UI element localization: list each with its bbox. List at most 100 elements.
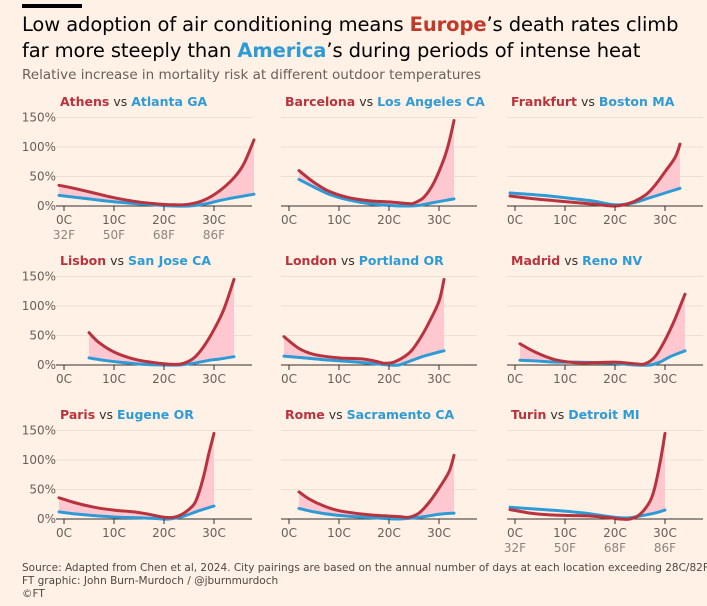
x-tick-label-f: 32F <box>53 228 75 242</box>
series-line-europe <box>297 453 456 519</box>
x-tick-label-c: 30C <box>427 526 451 540</box>
x-tick-label-c: 0C <box>56 213 72 227</box>
title-text-1: Low adoption of air conditioning means <box>22 13 410 36</box>
x-tick-label-c: 20C <box>377 372 401 386</box>
series-line-europe <box>87 277 236 366</box>
x-tick-label-c: 0C <box>281 526 297 540</box>
chart-panel-frankfurt: Frankfurt vs Boston MA 0C 10C 20C 30C <box>507 94 703 227</box>
x-tick-label-c: 0C <box>281 372 297 386</box>
y-tick-label: 150% <box>22 111 56 125</box>
gap-fill <box>299 455 454 519</box>
source-note: Source: Adapted from Chen et al, 2024. C… <box>22 562 707 574</box>
panel-america-city: Los Angeles CA <box>377 94 485 109</box>
panel-europe-city: London <box>285 253 337 268</box>
panel-title: London vs Portland OR <box>285 253 444 268</box>
series-line-europe <box>508 431 667 521</box>
panel-title: Frankfurt vs Boston MA <box>511 94 675 109</box>
y-tick-label: 0% <box>37 358 56 372</box>
y-tick-label: 150% <box>22 270 56 284</box>
y-tick-label: 100% <box>22 299 56 313</box>
x-tick-label-c: 20C <box>603 372 627 386</box>
panel-america-city: Detroit MI <box>568 407 639 422</box>
x-tick-label-c: 0C <box>56 372 72 386</box>
series-line-europe <box>57 431 216 520</box>
gap-fill <box>59 139 254 206</box>
x-tick-label-c: 10C <box>102 526 126 540</box>
x-tick-label-c: 30C <box>202 213 226 227</box>
panel-vs: vs <box>325 407 347 422</box>
gap-fill <box>510 433 665 518</box>
x-tick-label-c: 20C <box>377 213 401 227</box>
panel-vs: vs <box>577 94 599 109</box>
series-line-america <box>508 186 682 207</box>
x-tick-label-f: 50F <box>103 228 125 242</box>
panel-title: Athens vs Atlanta GA <box>60 94 208 109</box>
panel-europe-city: Lisbon <box>60 253 106 268</box>
chart-panel-madrid: Madrid vs Reno NV 0C 10C 20C 30C <box>507 253 703 386</box>
panel-america-city: Sacramento CA <box>347 407 455 422</box>
panel-vs: vs <box>106 253 128 268</box>
gap-fill <box>299 120 454 206</box>
series-line-europe <box>57 138 256 207</box>
series-line-america <box>57 504 216 521</box>
panel-vs: vs <box>355 94 377 109</box>
brand-bar <box>22 4 82 8</box>
credit-note: FT graphic: John Burn-Murdoch / @jburnmu… <box>22 575 279 587</box>
gap-fill <box>89 279 234 365</box>
series-line-america <box>297 177 456 208</box>
panel-title: Madrid vs Reno NV <box>511 253 642 268</box>
panel-europe-city: Paris <box>60 407 95 422</box>
x-tick-label-f: 86F <box>654 541 676 555</box>
y-tick-label: 0% <box>37 512 56 526</box>
panel-title: Barcelona vs Los Angeles CA <box>285 94 485 109</box>
panel-europe-city: Barcelona <box>285 94 355 109</box>
small-multiples-charts: Athens vs Atlanta GA0%50%100%150%0C32F10… <box>22 94 703 555</box>
chart-panel-paris: Paris vs Eugene OR 0% 50% 100% 150% 0C 10C 20C 3… <box>22 407 252 540</box>
panel-europe-city: Athens <box>60 94 109 109</box>
x-tick-label-c: 0C <box>56 526 72 540</box>
x-tick-label-c: 20C <box>152 526 176 540</box>
x-tick-label-c: 10C <box>327 526 351 540</box>
panel-vs: vs <box>560 253 582 268</box>
copyright-note: ©FT <box>22 588 45 600</box>
x-tick-label-c: 30C <box>202 526 226 540</box>
panel-america-city: Atlanta GA <box>131 94 207 109</box>
series-line-europe <box>282 277 446 365</box>
panel-europe-city: Madrid <box>511 253 560 268</box>
title-europe: Europe <box>409 13 487 36</box>
chart-panel-lisbon: Lisbon vs San Jose CA 0% 50% 100% 150% 0C 10C 2… <box>22 253 252 386</box>
x-tick-label-c: 20C <box>152 372 176 386</box>
title-text-2: ’s death rates climb <box>486 13 679 36</box>
x-tick-label-c: 30C <box>427 213 451 227</box>
panel-america-city: Eugene OR <box>117 407 194 422</box>
panel-title: Turin vs Detroit MI <box>511 407 640 422</box>
y-tick-label: 50% <box>29 170 56 184</box>
x-tick-label-c: 10C <box>553 526 577 540</box>
panel-vs: vs <box>337 253 359 268</box>
title-america: America <box>237 39 327 62</box>
series-line-europe <box>518 292 687 366</box>
x-tick-label-c: 0C <box>507 526 523 540</box>
x-tick-label-c: 0C <box>281 213 297 227</box>
footer: Source: Adapted from Chen et al, 2024. C… <box>22 562 707 601</box>
panel-title: Lisbon vs San Jose CA <box>60 253 211 268</box>
panel-america-city: Portland OR <box>359 253 444 268</box>
x-tick-label-c: 30C <box>202 372 226 386</box>
panel-europe-city: Turin <box>511 407 546 422</box>
y-tick-label: 50% <box>29 483 56 497</box>
chart-panel-rome: Rome vs Sacramento CA 0C 10C 20C 30C <box>281 407 477 540</box>
x-tick-label-c: 20C <box>377 526 401 540</box>
x-tick-label-c: 30C <box>653 372 677 386</box>
x-tick-label-c: 20C <box>152 213 176 227</box>
x-tick-label-c: 30C <box>653 213 677 227</box>
panel-vs: vs <box>546 407 568 422</box>
series-line-europe <box>508 142 682 208</box>
chart-title: Low adoption of air conditioning means E… <box>22 12 692 64</box>
panel-america-city: San Jose CA <box>128 253 211 268</box>
x-tick-label-f: 86F <box>203 228 225 242</box>
panel-europe-city: Frankfurt <box>511 94 577 109</box>
y-tick-label: 150% <box>22 424 56 438</box>
x-tick-label-c: 10C <box>327 372 351 386</box>
